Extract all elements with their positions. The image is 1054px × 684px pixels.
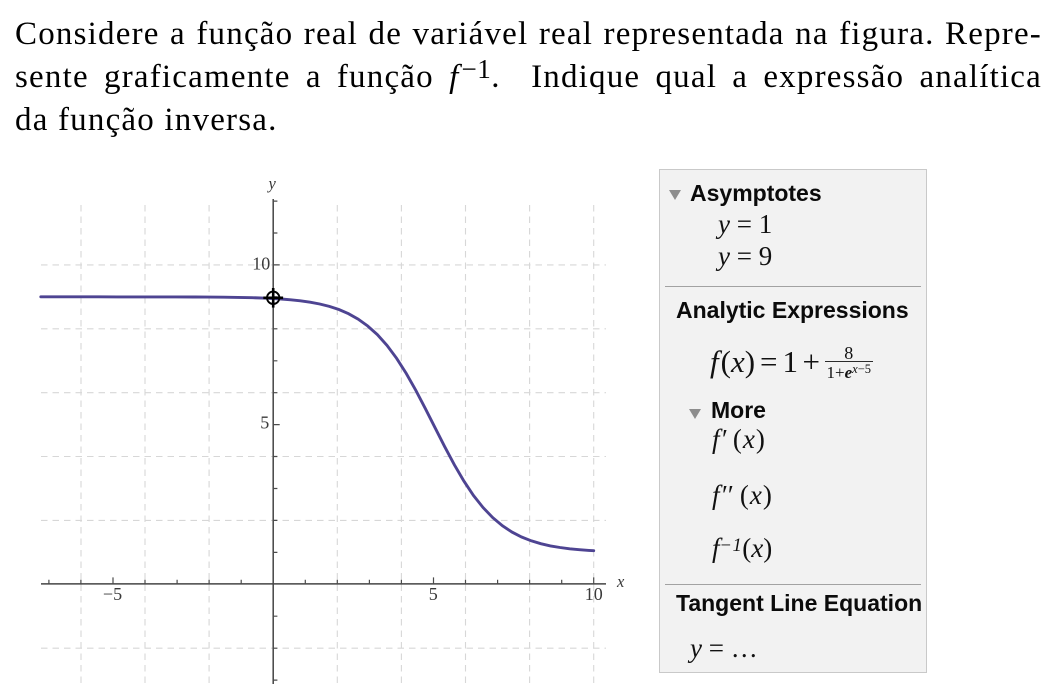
svg-text:x: x (616, 572, 625, 591)
svg-text:5: 5 (260, 413, 269, 433)
svg-text:10: 10 (585, 584, 603, 604)
svg-text:10: 10 (252, 254, 270, 274)
svg-text:−5: −5 (103, 584, 122, 604)
svg-text:y: y (267, 174, 277, 193)
svg-text:5: 5 (429, 584, 438, 604)
